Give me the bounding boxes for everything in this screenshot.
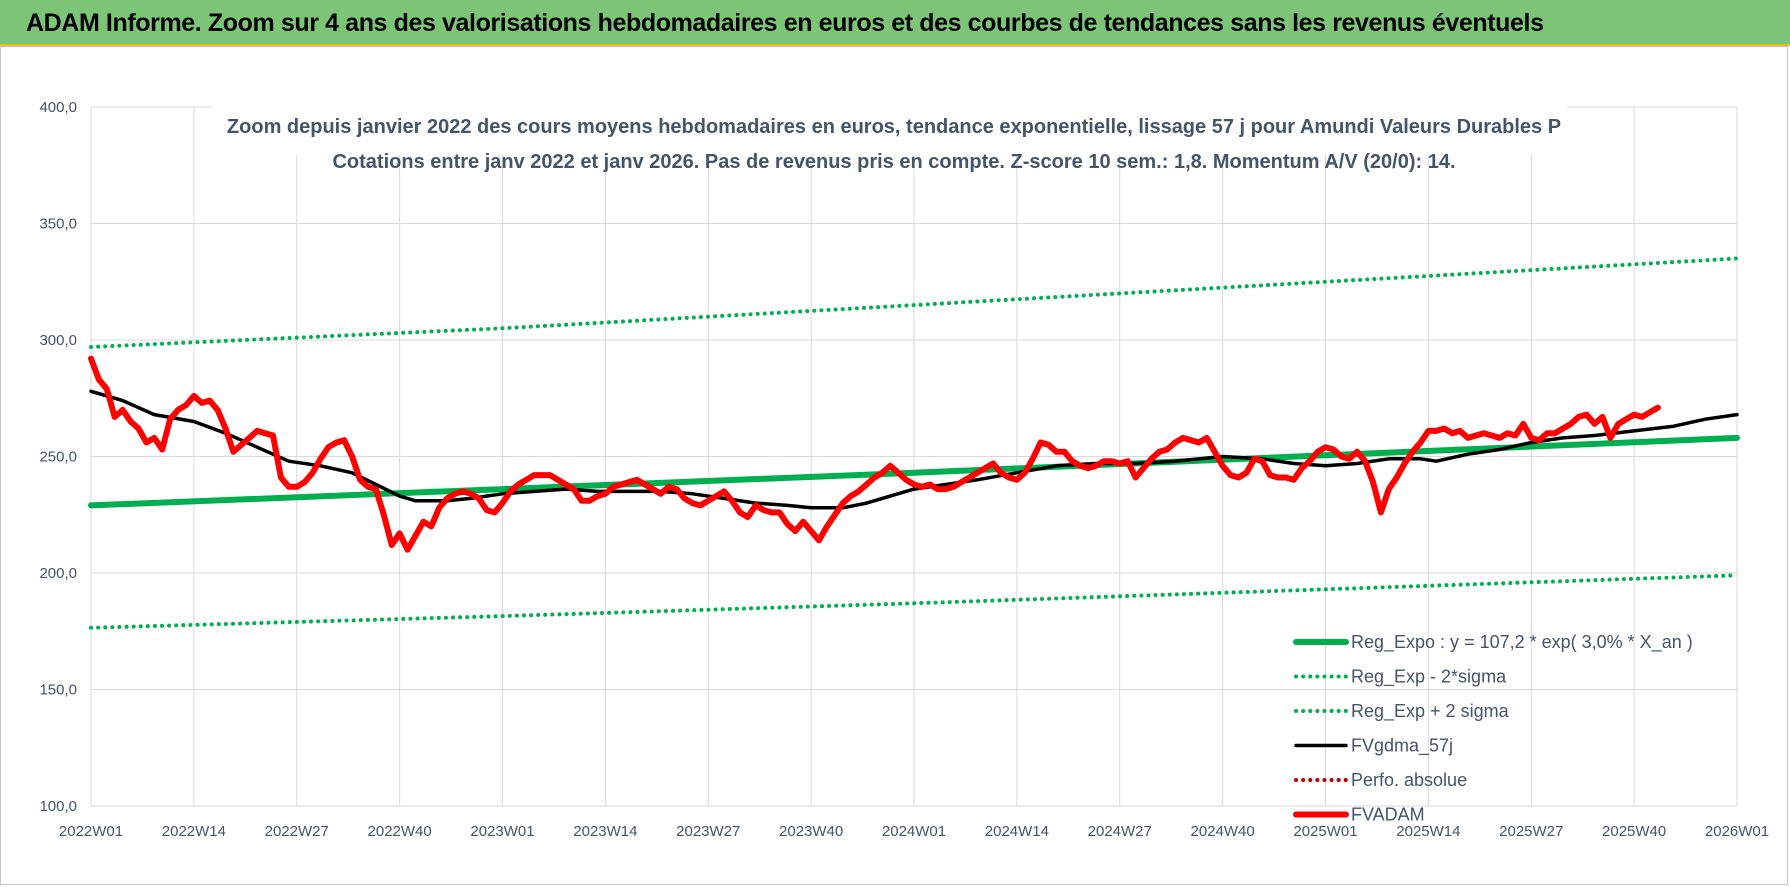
- grid: [90, 106, 1738, 807]
- y-tick-label: 100,0: [39, 798, 77, 815]
- legend-label-1: Reg_Exp - 2*sigma: [1351, 667, 1507, 688]
- report-header-bar: ADAM Informe. Zoom sur 4 ans des valoris…: [0, 0, 1790, 46]
- chart-frame: 100,0 150,0 200,0 250,0 300,0 350,0 400,0 2022W…: [0, 46, 1788, 885]
- legend-label-4: Perfo. absolue: [1351, 770, 1467, 790]
- y-tick-label: 300,0: [39, 332, 77, 349]
- x-tick-label: 2023W27: [676, 823, 740, 840]
- x-tick-label: 2022W14: [162, 823, 226, 840]
- x-tick-label: 2024W01: [882, 823, 946, 840]
- legend: Reg_Expo : y = 107,2 * exp( 3,0% * X_an …: [1293, 632, 1693, 825]
- x-tick-label: 2024W40: [1191, 823, 1255, 840]
- series-line-2: [89, 256, 1739, 349]
- x-tick-label: 2024W27: [1088, 823, 1152, 840]
- legend-label-3: FVgdma_57j: [1351, 736, 1453, 757]
- series-line-0: [88, 434, 1740, 509]
- axes: 100,0 150,0 200,0 250,0 300,0 350,0 400,0 2022W…: [39, 99, 1769, 840]
- x-tick-label: 2022W01: [59, 823, 123, 840]
- y-tick-label: 250,0: [39, 449, 77, 466]
- x-tick-label: 2025W27: [1499, 823, 1563, 840]
- series-line-5: [88, 355, 1661, 553]
- legend-label-0: Reg_Expo : y = 107,2 * exp( 3,0% * X_an …: [1351, 632, 1693, 653]
- series-lines: [88, 256, 1740, 630]
- x-tick-label: 2025W01: [1293, 823, 1357, 840]
- legend-label-2: Reg_Exp + 2 sigma: [1351, 701, 1510, 722]
- x-tick-label: 2025W40: [1602, 823, 1666, 840]
- x-tick-label: 2022W27: [265, 823, 329, 840]
- x-tick-label: 2022W40: [368, 823, 432, 840]
- x-tick-label: 2024W14: [985, 823, 1049, 840]
- series-line-1: [89, 573, 1739, 630]
- report-title: ADAM Informe. Zoom sur 4 ans des valoris…: [26, 9, 1544, 37]
- x-tick-label: 2025W14: [1396, 823, 1460, 840]
- x-tick-label: 2023W40: [779, 823, 843, 840]
- x-tick-label: 2023W01: [470, 823, 534, 840]
- y-tick-label: 200,0: [39, 565, 77, 582]
- line-chart: 100,0 150,0 200,0 250,0 300,0 350,0 400,0 2022W…: [39, 85, 1769, 840]
- legend-label-5: FVADAM: [1351, 805, 1425, 825]
- x-tick-label: 2023W14: [573, 823, 637, 840]
- y-tick-label: 350,0: [39, 216, 77, 233]
- y-tick-label: 150,0: [39, 682, 77, 699]
- y-tick-label: 400,0: [39, 99, 77, 116]
- x-tick-label: 2026W01: [1705, 823, 1769, 840]
- chart-title: Zoom depuis janvier 2022 des cours moyen…: [227, 116, 1561, 138]
- chart-subtitle: Cotations entre janv 2022 et janv 2026. …: [332, 151, 1455, 173]
- title-background: [213, 85, 1567, 155]
- series-line-3: [89, 389, 1739, 510]
